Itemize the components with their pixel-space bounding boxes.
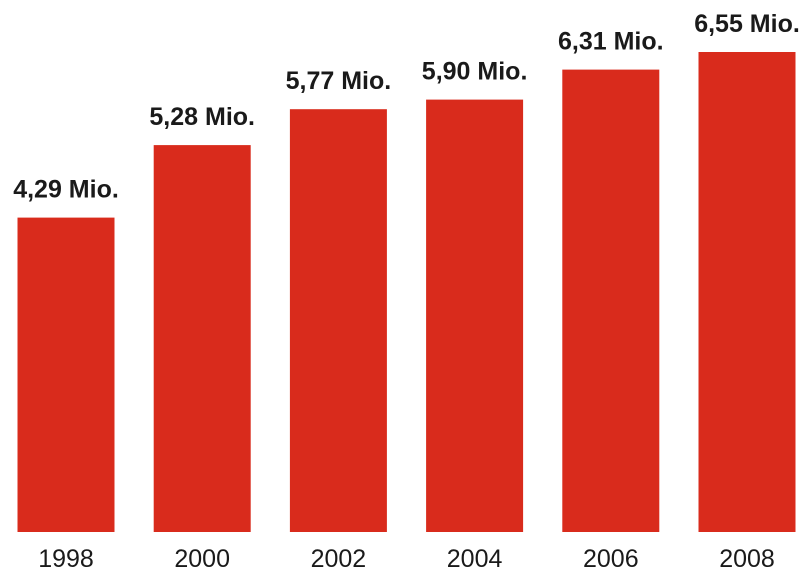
data-label-2008: 6,55 Mio. [694, 10, 800, 38]
bars-group [17, 52, 796, 532]
data-label-2006: 6,31 Mio. [558, 28, 664, 56]
bar-2000 [153, 145, 251, 532]
data-label-2000: 5,28 Mio. [149, 103, 255, 131]
data-label-1998: 4,29 Mio. [13, 176, 119, 204]
bar-2006 [562, 69, 660, 532]
x-tick-label-2008: 2008 [719, 545, 775, 572]
value-labels-group: 4,29 Mio. 5,28 Mio. 5,77 Mio. 5,90 Mio. 6,31… [13, 10, 800, 204]
x-tick-label-2006: 2006 [583, 545, 639, 572]
data-label-2004: 5,90 Mio. [422, 58, 528, 86]
x-tick-label-1998: 1998 [38, 545, 94, 572]
bar-2004 [426, 99, 524, 532]
x-tick-label-2002: 2002 [311, 545, 367, 572]
data-label-2002: 5,77 Mio. [286, 67, 392, 95]
x-tick-label-2004: 2004 [447, 545, 503, 572]
x-axis-ticks: 1998 2000 2002 2004 2006 2008 [38, 545, 775, 572]
bar-2002 [289, 109, 387, 532]
bar-1998 [17, 217, 115, 532]
bar-2008 [698, 52, 796, 532]
x-tick-label-2000: 2000 [174, 545, 230, 572]
